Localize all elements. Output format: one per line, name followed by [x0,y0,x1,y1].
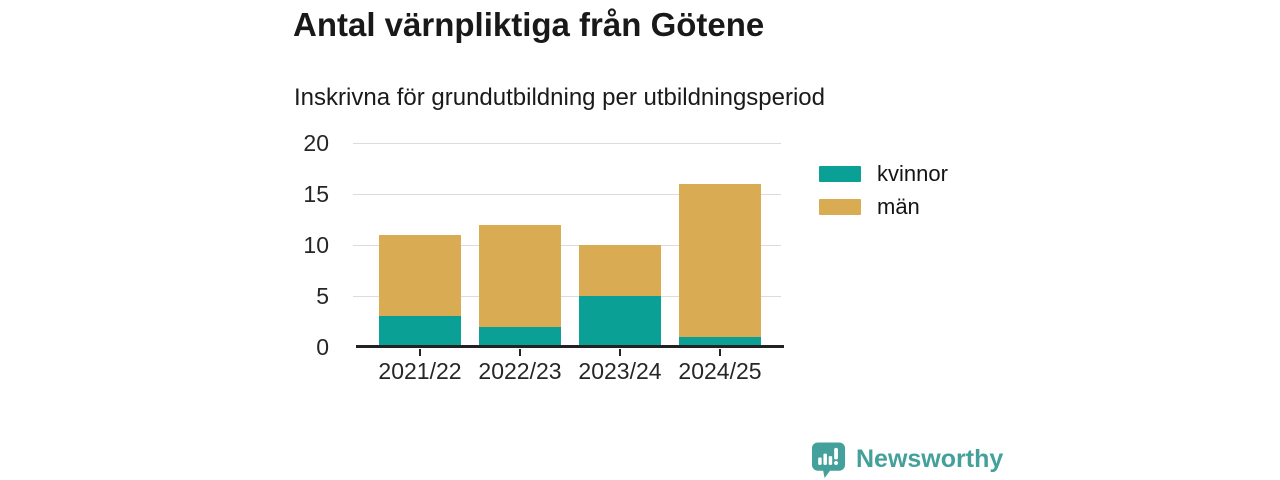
x-tick-label: 2022/23 [478,358,562,384]
gridline-y-10 [353,245,781,246]
bar-segment-kvinnor-2021/22 [379,316,461,347]
y-tick-label: 15 [303,181,329,207]
legend-swatch-kvinnor [819,166,861,182]
x-tick-label: 2023/24 [578,358,662,384]
y-tick-label: 20 [303,130,329,156]
plot-area: 2021/22 2022/23 2023/24 2024/25 [353,143,784,384]
x-axis-line [356,345,784,348]
x-tick-mark [619,349,621,356]
x-tick-mark [719,349,721,356]
y-tick-label: 0 [316,334,329,360]
legend-item-män: män [819,194,948,220]
legend: kvinnor män [819,161,948,227]
bar-segment-kvinnor-2024/25 [679,336,761,347]
legend-label: kvinnor [877,161,948,186]
x-tick-mark [419,349,421,356]
bar-segment-män-2022/23 [479,224,561,327]
y-tick-label: 5 [316,283,329,309]
gridline-y-5 [353,296,781,297]
x-tick-label: 2021/22 [378,358,462,384]
newsworthy-logo-icon [811,442,846,478]
chart-subtitle: Inskrivna för grundutbildning per utbild… [294,84,825,111]
bar-segment-män-2021/22 [379,234,461,317]
legend-item-kvinnor: kvinnor [819,161,948,187]
gridline-y-20 [353,143,781,144]
chart-title: Antal värnpliktiga från Götene [293,6,765,43]
x-tick-label: 2024/25 [678,358,762,384]
y-tick-label: 10 [303,232,329,258]
x-tick-mark [519,349,521,356]
bar-segment-män-2023/24 [579,245,661,296]
legend-swatch-män [819,199,861,215]
legend-label: män [877,194,920,219]
y-axis-labels: 0 5 10 15 20 [240,130,341,360]
bar-segment-kvinnor-2022/23 [479,326,561,347]
bar-segment-män-2024/25 [679,183,761,337]
gridline-y-15 [353,194,781,195]
newsworthy-branding: Newsworthy [810,441,1003,478]
newsworthy-wordmark: Newsworthy [856,445,1004,473]
bar-segment-kvinnor-2023/24 [579,296,661,347]
